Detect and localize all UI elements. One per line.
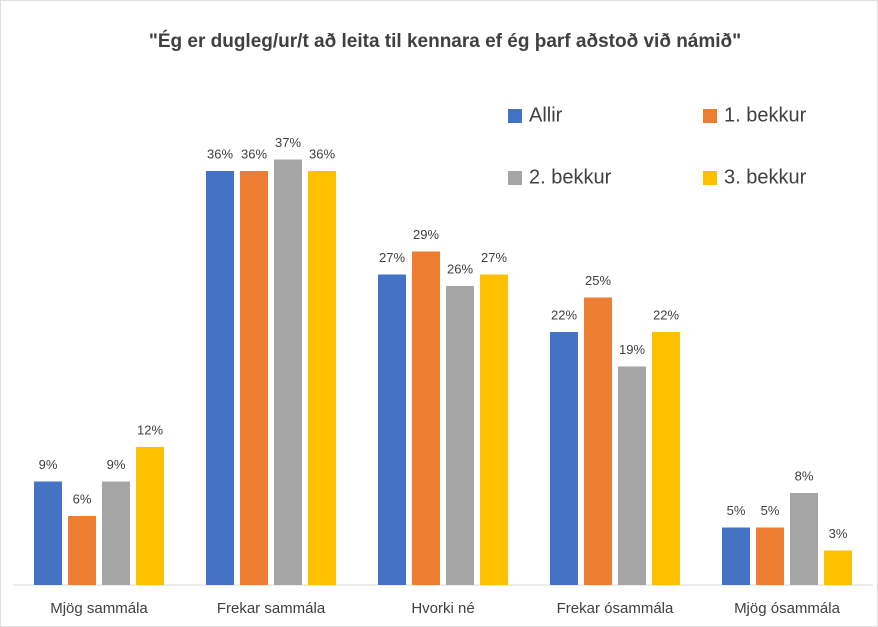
data-label: 22% (551, 307, 577, 322)
data-label: 9% (107, 457, 126, 472)
bar (412, 251, 440, 585)
bar (584, 297, 612, 585)
data-label: 3% (829, 526, 848, 541)
x-tick-label: Frekar sammála (217, 600, 326, 617)
bar (34, 481, 62, 585)
data-label: 8% (795, 468, 814, 483)
legend-label: 3. bekkur (724, 166, 807, 188)
data-label: 27% (481, 250, 507, 265)
bar (240, 171, 268, 585)
data-label: 36% (207, 146, 233, 161)
data-label: 36% (309, 146, 335, 161)
data-label: 12% (137, 422, 163, 437)
legend-swatch (703, 109, 717, 123)
data-label: 22% (653, 307, 679, 322)
bar (274, 159, 302, 585)
chart-title: "Ég er dugleg/ur/t að leita til kennara … (149, 30, 741, 52)
bar (446, 286, 474, 585)
bar (68, 516, 96, 585)
data-label: 25% (585, 273, 611, 288)
bar (136, 447, 164, 585)
data-label: 5% (761, 503, 780, 518)
x-tick-label: Hvorki né (411, 600, 474, 617)
bar (550, 332, 578, 585)
x-tick-label: Frekar ósammála (557, 600, 674, 617)
data-label: 19% (619, 342, 645, 357)
bar (480, 274, 508, 585)
data-label: 6% (73, 491, 92, 506)
data-label: 5% (727, 503, 746, 518)
x-tick-label: Mjög ósammála (734, 600, 841, 617)
legend-swatch (703, 171, 717, 185)
bar (618, 366, 646, 585)
x-tick-label: Mjög sammála (50, 600, 148, 617)
legend-label: 2. bekkur (529, 166, 612, 188)
bar (378, 274, 406, 585)
bar (722, 527, 750, 585)
data-label: 26% (447, 261, 473, 276)
data-label: 36% (241, 146, 267, 161)
bar (790, 493, 818, 585)
legend-swatch (508, 171, 522, 185)
legend-label: 1. bekkur (724, 104, 807, 126)
bar (102, 481, 130, 585)
bar (652, 332, 680, 585)
data-label: 27% (379, 250, 405, 265)
legend-swatch (508, 109, 522, 123)
data-label: 29% (413, 227, 439, 242)
bar (824, 550, 852, 585)
bar (308, 171, 336, 585)
data-label: 37% (275, 135, 301, 150)
bar (756, 527, 784, 585)
bar (206, 171, 234, 585)
legend-label: Allir (529, 104, 563, 126)
data-label: 9% (39, 457, 58, 472)
